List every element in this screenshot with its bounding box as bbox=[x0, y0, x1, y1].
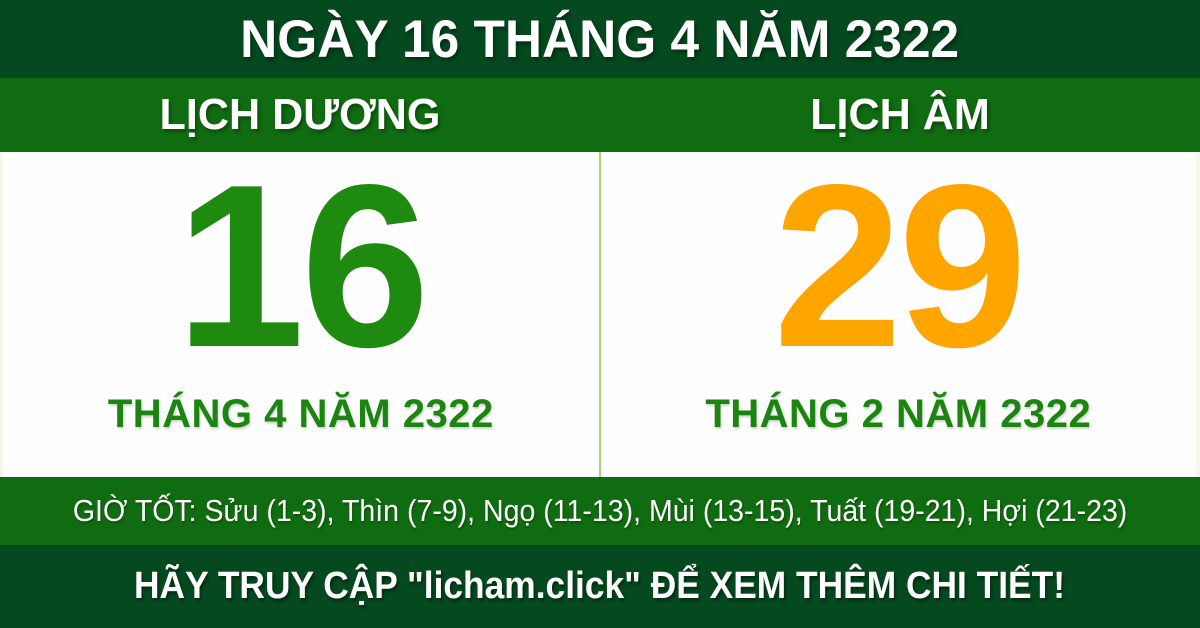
solar-panel: 16 THÁNG 4 NĂM 2322 bbox=[3, 137, 599, 477]
footer-cta-text: HÃY TRUY CẬP "licham.click" ĐỂ XEM THÊM … bbox=[134, 565, 1066, 607]
header-date-title: NGÀY 16 THÁNG 4 NĂM 2322 bbox=[240, 9, 960, 69]
lunar-calendar-label: LỊCH ÂM bbox=[810, 90, 990, 139]
calendar-body: 16 THÁNG 4 NĂM 2322 29 THÁNG 2 NĂM 2322 bbox=[0, 137, 1200, 477]
lunar-month-year: THÁNG 2 NĂM 2322 bbox=[705, 392, 1092, 436]
lunar-panel: 29 THÁNG 2 NĂM 2322 bbox=[601, 137, 1197, 477]
lunar-day-number: 29 bbox=[773, 137, 1027, 396]
panel-divider bbox=[598, 152, 601, 477]
calendar-type-bar: LỊCH DƯƠNG LỊCH ÂM bbox=[0, 78, 1200, 152]
solar-month-year: THÁNG 4 NĂM 2322 bbox=[107, 392, 494, 436]
solar-calendar-label: LỊCH DƯƠNG bbox=[159, 90, 441, 139]
header-bar: NGÀY 16 THÁNG 4 NĂM 2322 bbox=[0, 0, 1200, 78]
good-hours-bar: GIỜ TỐT: Sửu (1-3), Thìn (7-9), Ngọ (11-… bbox=[0, 477, 1200, 545]
solar-day-number: 16 bbox=[175, 137, 430, 396]
footer-bar: HÃY TRUY CẬP "licham.click" ĐỂ XEM THÊM … bbox=[0, 545, 1200, 628]
good-hours-text: GIỜ TỐT: Sửu (1-3), Thìn (7-9), Ngọ (11-… bbox=[72, 493, 1128, 528]
